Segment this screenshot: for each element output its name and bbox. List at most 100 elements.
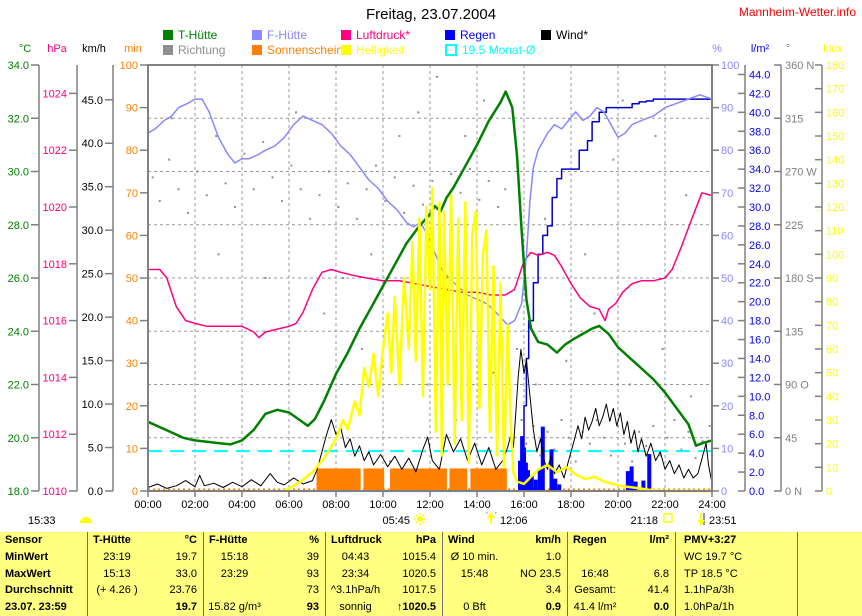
table-cell: 15.82 g/m³ xyxy=(208,601,261,614)
series-helligkeit xyxy=(282,186,712,493)
tick-label: 5.0 xyxy=(88,443,103,455)
table-header-cell: hPa xyxy=(385,532,443,549)
axis-unit-min: min xyxy=(124,43,142,55)
tick-label: 1010 xyxy=(43,486,67,498)
axis-lm2: l/m² 0.0 2.0 4.0 6.0 8.0 10.0 12.0 14.0 16.0 18.0 2… xyxy=(738,43,770,498)
tick-label: 1020 xyxy=(43,202,67,214)
tick-label: 50 xyxy=(126,273,138,285)
legend-swatch-icon xyxy=(341,45,351,55)
legend-item-regen: Regen xyxy=(445,28,495,42)
tick-label: 45.0 xyxy=(82,95,103,107)
tick-label: 90 xyxy=(126,103,138,115)
legend-swatch-icon xyxy=(541,30,551,40)
tick-label: 100 xyxy=(120,60,138,72)
tick-label: 40 xyxy=(721,316,733,328)
legend-label: Richtung xyxy=(178,43,226,57)
sun-icon xyxy=(414,513,426,525)
tick-label: 30 xyxy=(721,358,733,370)
table-cell: 33.0 xyxy=(146,565,204,583)
table-cell: 1015.4 xyxy=(385,548,443,566)
x-tick-label: 06:00 xyxy=(275,499,303,511)
tick-label: 360 N xyxy=(785,60,814,72)
table-header-cell: °C xyxy=(146,532,204,549)
tick-label: 1022 xyxy=(43,145,67,157)
legend-swatch-icon xyxy=(252,45,262,55)
tick-label: 160 xyxy=(826,107,844,119)
legend-item-wind-: Wind* xyxy=(541,28,589,42)
legend-swatch-icon xyxy=(445,30,455,40)
tick-label: 1012 xyxy=(43,429,67,441)
table-cell: 0.0 xyxy=(622,599,676,616)
tick-label: 100 xyxy=(826,249,844,261)
marker-time: 21:18 xyxy=(630,515,658,527)
axis-unit-lm2: l/m² xyxy=(751,43,770,55)
tick-label: 12.0 xyxy=(749,372,770,384)
axes: °C 18.0 20.0 22.0 24.0 26.0 28.0 30.0 32.0 34.0 hP… xyxy=(8,43,845,498)
table-cell: 1020.5 xyxy=(385,565,443,583)
x-tick-label: 14:00 xyxy=(463,499,491,511)
statistics-table: Sensor T-Hütte °C F-Hütte% Luftdruck hPa Wind k… xyxy=(0,532,862,616)
table-cell: 1.0hPa/1h xyxy=(676,599,798,616)
table-header-cell: Regen xyxy=(573,534,607,546)
x-tick-label: 24:00 xyxy=(698,499,726,511)
table-cell: 19.7 xyxy=(146,548,204,566)
tick-label: 90 xyxy=(721,103,733,115)
axis-dir: ° 0 N 45 90 O 135 180 S 225 270 W 315 360 N xyxy=(774,43,817,498)
tick-label: 120 xyxy=(826,202,844,214)
table-cell: 41.4 l/m² xyxy=(573,601,617,614)
table-cell: 3.4 xyxy=(506,582,568,600)
arrow-up-icon xyxy=(486,512,497,524)
tick-label: 40 xyxy=(826,391,838,403)
table-cell xyxy=(798,549,862,566)
marker-square: 21:18 xyxy=(630,513,673,527)
tick-label: 40 xyxy=(126,316,138,328)
x-tick-label: 12:00 xyxy=(416,499,444,511)
table-cell: 15:48 xyxy=(460,567,489,580)
legend-item-19-5-monat-: 19.5 Monat-Ø xyxy=(445,43,535,57)
series-t-h-tte xyxy=(147,90,713,447)
legend-swatch-icon xyxy=(252,30,262,40)
axis-unit-wind: km/h xyxy=(82,43,106,55)
tick-label: 0.0 xyxy=(749,486,764,498)
tick-label: 1018 xyxy=(43,259,67,271)
tick-label: 140 xyxy=(826,155,844,167)
tick-label: 4.0 xyxy=(749,448,764,460)
tick-label: 45 xyxy=(785,433,797,445)
tick-label: 135 xyxy=(785,326,803,338)
axis-unit-klux: klux xyxy=(823,43,843,55)
square-icon xyxy=(663,513,673,523)
axis-unit-pct: % xyxy=(712,43,722,55)
table-header-cell: km/h xyxy=(506,532,568,549)
tick-label: 30.0 xyxy=(749,202,770,214)
tick-label: 0 xyxy=(721,486,727,498)
tick-label: 30 xyxy=(826,415,838,427)
table-cell: 15:18 xyxy=(220,550,249,563)
half-sun-icon xyxy=(80,517,92,523)
tick-label: 30 xyxy=(126,358,138,370)
legend-label: T-Hütte xyxy=(178,28,218,42)
table-cell: MinWert xyxy=(0,548,88,566)
tick-label: 36.0 xyxy=(749,145,770,157)
tick-label: 225 xyxy=(785,220,803,232)
table-header-cell: l/m² xyxy=(622,532,676,549)
axis-unit-hpa: hPa xyxy=(47,43,67,55)
tick-label: 20 xyxy=(826,439,838,451)
tick-label: 1014 xyxy=(43,372,67,384)
weather-chart: °C 18.0 20.0 22.0 24.0 26.0 28.0 30.0 32.0 34.0 hP… xyxy=(8,43,845,527)
tick-label: 20 xyxy=(721,401,733,413)
tick-label: 22.0 xyxy=(8,380,29,392)
brand-link[interactable]: Mannheim-Wetter.info xyxy=(738,5,856,19)
table-header-cell: PMV+3:27 xyxy=(676,532,798,549)
tick-label: 315 xyxy=(785,113,803,125)
table-cell: 1.0 xyxy=(506,548,568,566)
axis-hpa: hPa 1010 1012 1014 1016 1018 1020 1022 1024 xyxy=(43,43,78,498)
table-cell: 23:19 xyxy=(103,550,131,563)
table-header-cell xyxy=(798,532,862,549)
legend-label: Wind* xyxy=(556,28,589,42)
arrow-down-icon xyxy=(697,513,705,526)
x-tick-label: 02:00 xyxy=(181,499,209,511)
tick-label: 44.0 xyxy=(749,69,770,81)
tick-label: 80 xyxy=(126,145,138,157)
tick-label: 100 xyxy=(721,60,739,72)
tick-label: 1024 xyxy=(43,88,67,100)
